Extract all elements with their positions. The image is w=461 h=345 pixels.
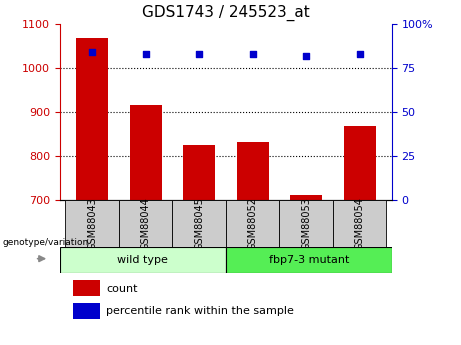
Text: GSM88052: GSM88052 [248, 197, 258, 250]
Point [356, 51, 363, 57]
Text: GSM88053: GSM88053 [301, 197, 311, 250]
Bar [76, 38, 108, 200]
Bar [343, 126, 376, 200]
Text: GSM88054: GSM88054 [355, 197, 365, 250]
Bar [290, 195, 322, 200]
Bar [172, 200, 226, 247]
Bar [119, 200, 172, 247]
Text: genotype/variation: genotype/variation [2, 238, 89, 247]
Bar [183, 145, 215, 200]
Bar [60, 247, 226, 273]
Bar [279, 200, 333, 247]
Bar [130, 105, 162, 200]
Point [142, 51, 149, 57]
Bar [65, 200, 119, 247]
Text: fbp7-3 mutant: fbp7-3 mutant [269, 255, 349, 265]
Title: GDS1743 / 245523_at: GDS1743 / 245523_at [142, 5, 310, 21]
Bar [236, 142, 269, 200]
Bar [333, 200, 386, 247]
Point [195, 51, 203, 57]
Bar [226, 247, 392, 273]
Bar [226, 200, 279, 247]
Point [302, 53, 310, 59]
Text: GSM88044: GSM88044 [141, 197, 151, 250]
Point [249, 51, 256, 57]
Text: GSM88045: GSM88045 [194, 197, 204, 250]
Bar [73, 280, 100, 296]
Text: count: count [106, 284, 138, 294]
Point [89, 50, 96, 55]
Bar [73, 303, 100, 319]
Text: percentile rank within the sample: percentile rank within the sample [106, 306, 294, 316]
Text: wild type: wild type [118, 255, 168, 265]
Text: GSM88043: GSM88043 [87, 197, 97, 250]
